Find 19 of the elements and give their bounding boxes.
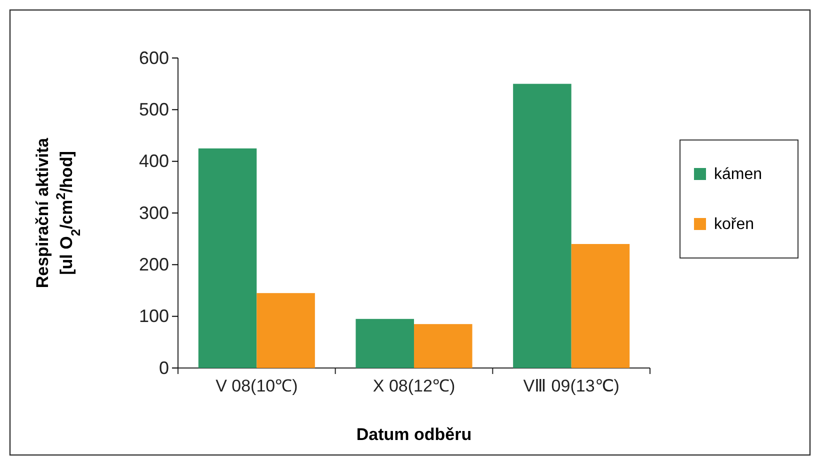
legend-label: kořen <box>714 216 754 233</box>
y-tick-label: 600 <box>138 48 169 68</box>
x-tick-label: V 08(10℃) <box>216 376 298 396</box>
y-tick-label: 200 <box>138 254 169 274</box>
bar <box>356 318 414 368</box>
y-tick-label: 0 <box>158 358 169 378</box>
bar <box>414 324 472 368</box>
x-axis-title: Datum odběru <box>356 425 472 444</box>
y-tick-label: 400 <box>138 151 169 172</box>
y-tick-label: 500 <box>138 99 169 120</box>
legend-label: kámen <box>714 166 762 183</box>
y-tick-label: 100 <box>138 306 169 326</box>
bar <box>198 148 257 368</box>
x-tick-label: VⅢ 09(13℃) <box>523 376 620 396</box>
x-tick-label: X 08(12℃) <box>372 376 456 396</box>
bar <box>256 293 315 368</box>
bar <box>571 244 630 368</box>
bar <box>513 84 572 368</box>
y-tick-label: 300 <box>138 202 169 223</box>
